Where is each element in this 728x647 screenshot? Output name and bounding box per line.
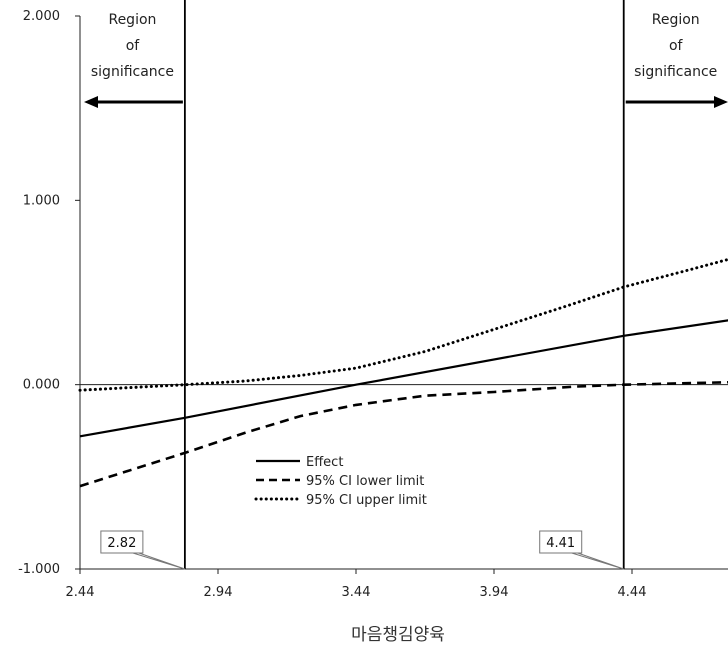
y-tick-label: 2.000 xyxy=(23,9,60,24)
region-label-line: significance xyxy=(634,64,717,80)
axes: 2.000 1.000 0.000 -1.000 2.44 2.94 3.44 3.94 4.4… xyxy=(18,9,728,600)
region-label-right: Region of significance xyxy=(625,12,728,108)
callout-pointer xyxy=(571,552,624,570)
callout-box xyxy=(100,530,144,554)
region-label-line: of xyxy=(669,38,684,54)
region-label-line: Region xyxy=(108,12,156,28)
legend: Effect 95% CI lower limit 95% CI upper lim… xyxy=(254,455,427,508)
regions-layer: Region of significance Region of significance xyxy=(84,12,728,108)
x-tick-label: 2.94 xyxy=(204,585,233,600)
boundary-callout: 2.82 xyxy=(100,530,186,570)
y-tick-label: 1.000 xyxy=(23,193,60,208)
callout-pointer xyxy=(132,552,186,570)
series-line-dashed xyxy=(79,380,728,488)
y-tick-label: -1.000 xyxy=(18,562,60,577)
legend-label: 95% CI upper limit xyxy=(306,493,427,508)
series-line-solid xyxy=(79,319,728,438)
arrow-right-icon xyxy=(714,96,728,108)
boundary-callout: 4.41 xyxy=(539,530,624,570)
x-axis-title: 마음챙김양육 xyxy=(351,625,445,645)
x-tick-label: 2.44 xyxy=(66,585,95,600)
callout-box xyxy=(539,530,583,554)
boundary-value-label: 2.82 xyxy=(107,536,136,551)
y-tick-label: 0.000 xyxy=(23,378,60,393)
x-tick-label: 3.44 xyxy=(342,585,371,600)
series-layer xyxy=(78,257,728,488)
region-label-line: Region xyxy=(652,12,700,28)
legend-label: 95% CI lower limit xyxy=(306,474,424,489)
boundary-value-label: 4.41 xyxy=(546,536,575,551)
x-tick-label: 4.44 xyxy=(618,585,647,600)
x-tick-label: 3.94 xyxy=(480,585,509,600)
series-line-dotted xyxy=(78,257,728,392)
boundaries-layer: 2.82 4.41 xyxy=(100,0,625,570)
region-label-line: significance xyxy=(91,64,174,80)
region-label-left: Region of significance xyxy=(84,12,183,108)
arrow-left-icon xyxy=(84,96,98,108)
legend-label: Effect xyxy=(306,455,343,470)
region-label-line: of xyxy=(126,38,141,54)
